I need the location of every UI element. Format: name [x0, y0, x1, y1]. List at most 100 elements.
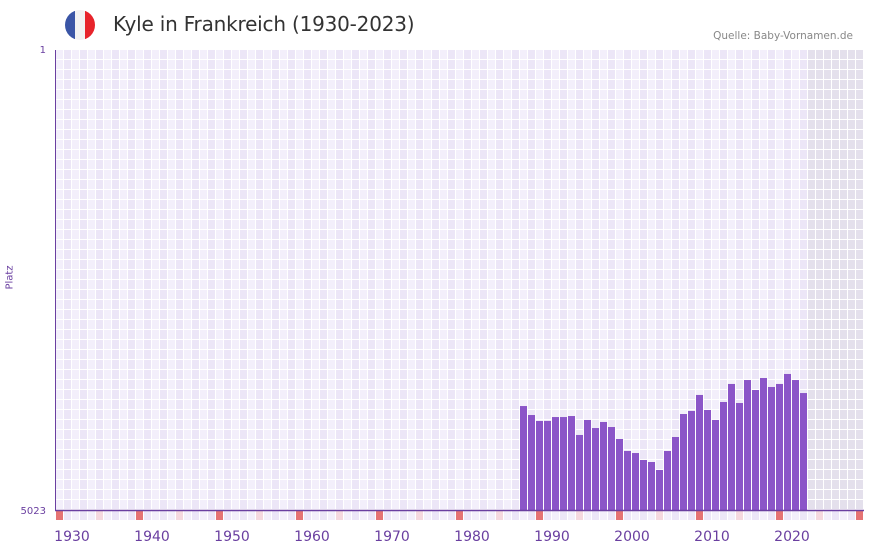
grid-cell	[328, 380, 335, 389]
grid-cell	[152, 480, 159, 489]
grid-cell	[720, 100, 727, 109]
grid-cell	[168, 140, 175, 149]
grid-cell	[456, 100, 463, 109]
grid-cell	[344, 370, 351, 379]
grid-cell	[256, 460, 263, 469]
grid-cell	[584, 310, 591, 319]
grid-cell	[528, 180, 535, 189]
grid-cell	[88, 280, 95, 289]
grid-cell	[648, 270, 655, 279]
grid-cell	[208, 420, 215, 429]
grid-cell	[416, 360, 423, 369]
grid-cell	[624, 400, 631, 409]
grid-cell	[776, 90, 783, 99]
grid-cell	[376, 450, 383, 459]
grid-cell	[184, 290, 191, 299]
grid-cell	[336, 470, 343, 479]
grid-cell	[112, 150, 119, 159]
grid-cell	[496, 370, 503, 379]
grid-cell	[152, 70, 159, 79]
grid-cell	[528, 200, 535, 209]
grid-cell	[544, 50, 551, 59]
grid-cell	[448, 170, 455, 179]
grid-cell	[736, 370, 743, 379]
grid-cell	[336, 200, 343, 209]
grid-cell	[800, 330, 807, 339]
grid-cell	[168, 230, 175, 239]
grid-cell	[56, 230, 63, 239]
grid-cell	[128, 490, 135, 499]
grid-cell	[80, 500, 87, 509]
grid-cell	[480, 320, 487, 329]
grid-cell	[184, 60, 191, 69]
grid-cell	[544, 160, 551, 169]
grid-cell	[464, 280, 471, 289]
grid-cell	[504, 511, 511, 520]
grid-cell	[512, 370, 519, 379]
grid-cell	[840, 210, 847, 219]
grid-cell	[336, 140, 343, 149]
grid-cell	[784, 210, 791, 219]
grid-cell	[200, 500, 207, 509]
grid-cell	[80, 120, 87, 129]
grid-cell	[192, 120, 199, 129]
grid-cell	[168, 150, 175, 159]
grid-cell	[400, 270, 407, 279]
grid-cell	[800, 360, 807, 369]
grid-cell	[600, 310, 607, 319]
grid-cell	[672, 430, 679, 439]
grid-cell	[752, 80, 759, 89]
grid-cell	[280, 370, 287, 379]
grid-cell	[584, 130, 591, 139]
grid-cell	[224, 420, 231, 429]
grid-cell	[144, 320, 151, 329]
grid-cell	[136, 450, 143, 459]
grid-cell	[504, 70, 511, 79]
grid-cell	[488, 220, 495, 229]
bar-2014	[728, 383, 735, 510]
grid-cell	[400, 230, 407, 239]
grid-cell	[424, 200, 431, 209]
grid-cell	[56, 460, 63, 469]
grid-cell	[688, 310, 695, 319]
grid-cell	[704, 190, 711, 199]
grid-cell	[160, 230, 167, 239]
grid-cell	[224, 360, 231, 369]
grid-cell	[224, 370, 231, 379]
grid-cell	[256, 390, 263, 399]
grid-cell	[704, 390, 711, 399]
grid-cell	[616, 350, 623, 359]
grid-cell	[296, 60, 303, 69]
grid-cell	[584, 410, 591, 419]
grid-cell	[216, 430, 223, 439]
grid-cell	[704, 250, 711, 259]
grid-cell	[216, 180, 223, 189]
grid-cell	[56, 60, 63, 69]
grid-cell	[240, 90, 247, 99]
grid-cell	[104, 70, 111, 79]
grid-cell	[248, 120, 255, 129]
grid-cell	[392, 490, 399, 499]
grid-cell	[808, 400, 815, 409]
grid-cell	[448, 370, 455, 379]
grid-cell	[496, 80, 503, 89]
grid-cell	[520, 60, 527, 69]
grid-cell	[464, 200, 471, 209]
grid-cell	[416, 240, 423, 249]
grid-cell	[208, 470, 215, 479]
grid-cell	[264, 260, 271, 269]
grid-cell	[128, 80, 135, 89]
grid-cell	[392, 390, 399, 399]
grid-cell	[368, 190, 375, 199]
grid-cell	[288, 110, 295, 119]
grid-cell	[480, 210, 487, 219]
grid-cell	[416, 350, 423, 359]
grid-cell	[568, 60, 575, 69]
grid-cell	[432, 260, 439, 269]
grid-cell	[560, 350, 567, 359]
grid-cell	[688, 170, 695, 179]
grid-cell	[392, 50, 399, 59]
grid-cell	[96, 330, 103, 339]
grid-cell	[648, 70, 655, 79]
grid-cell	[496, 110, 503, 119]
